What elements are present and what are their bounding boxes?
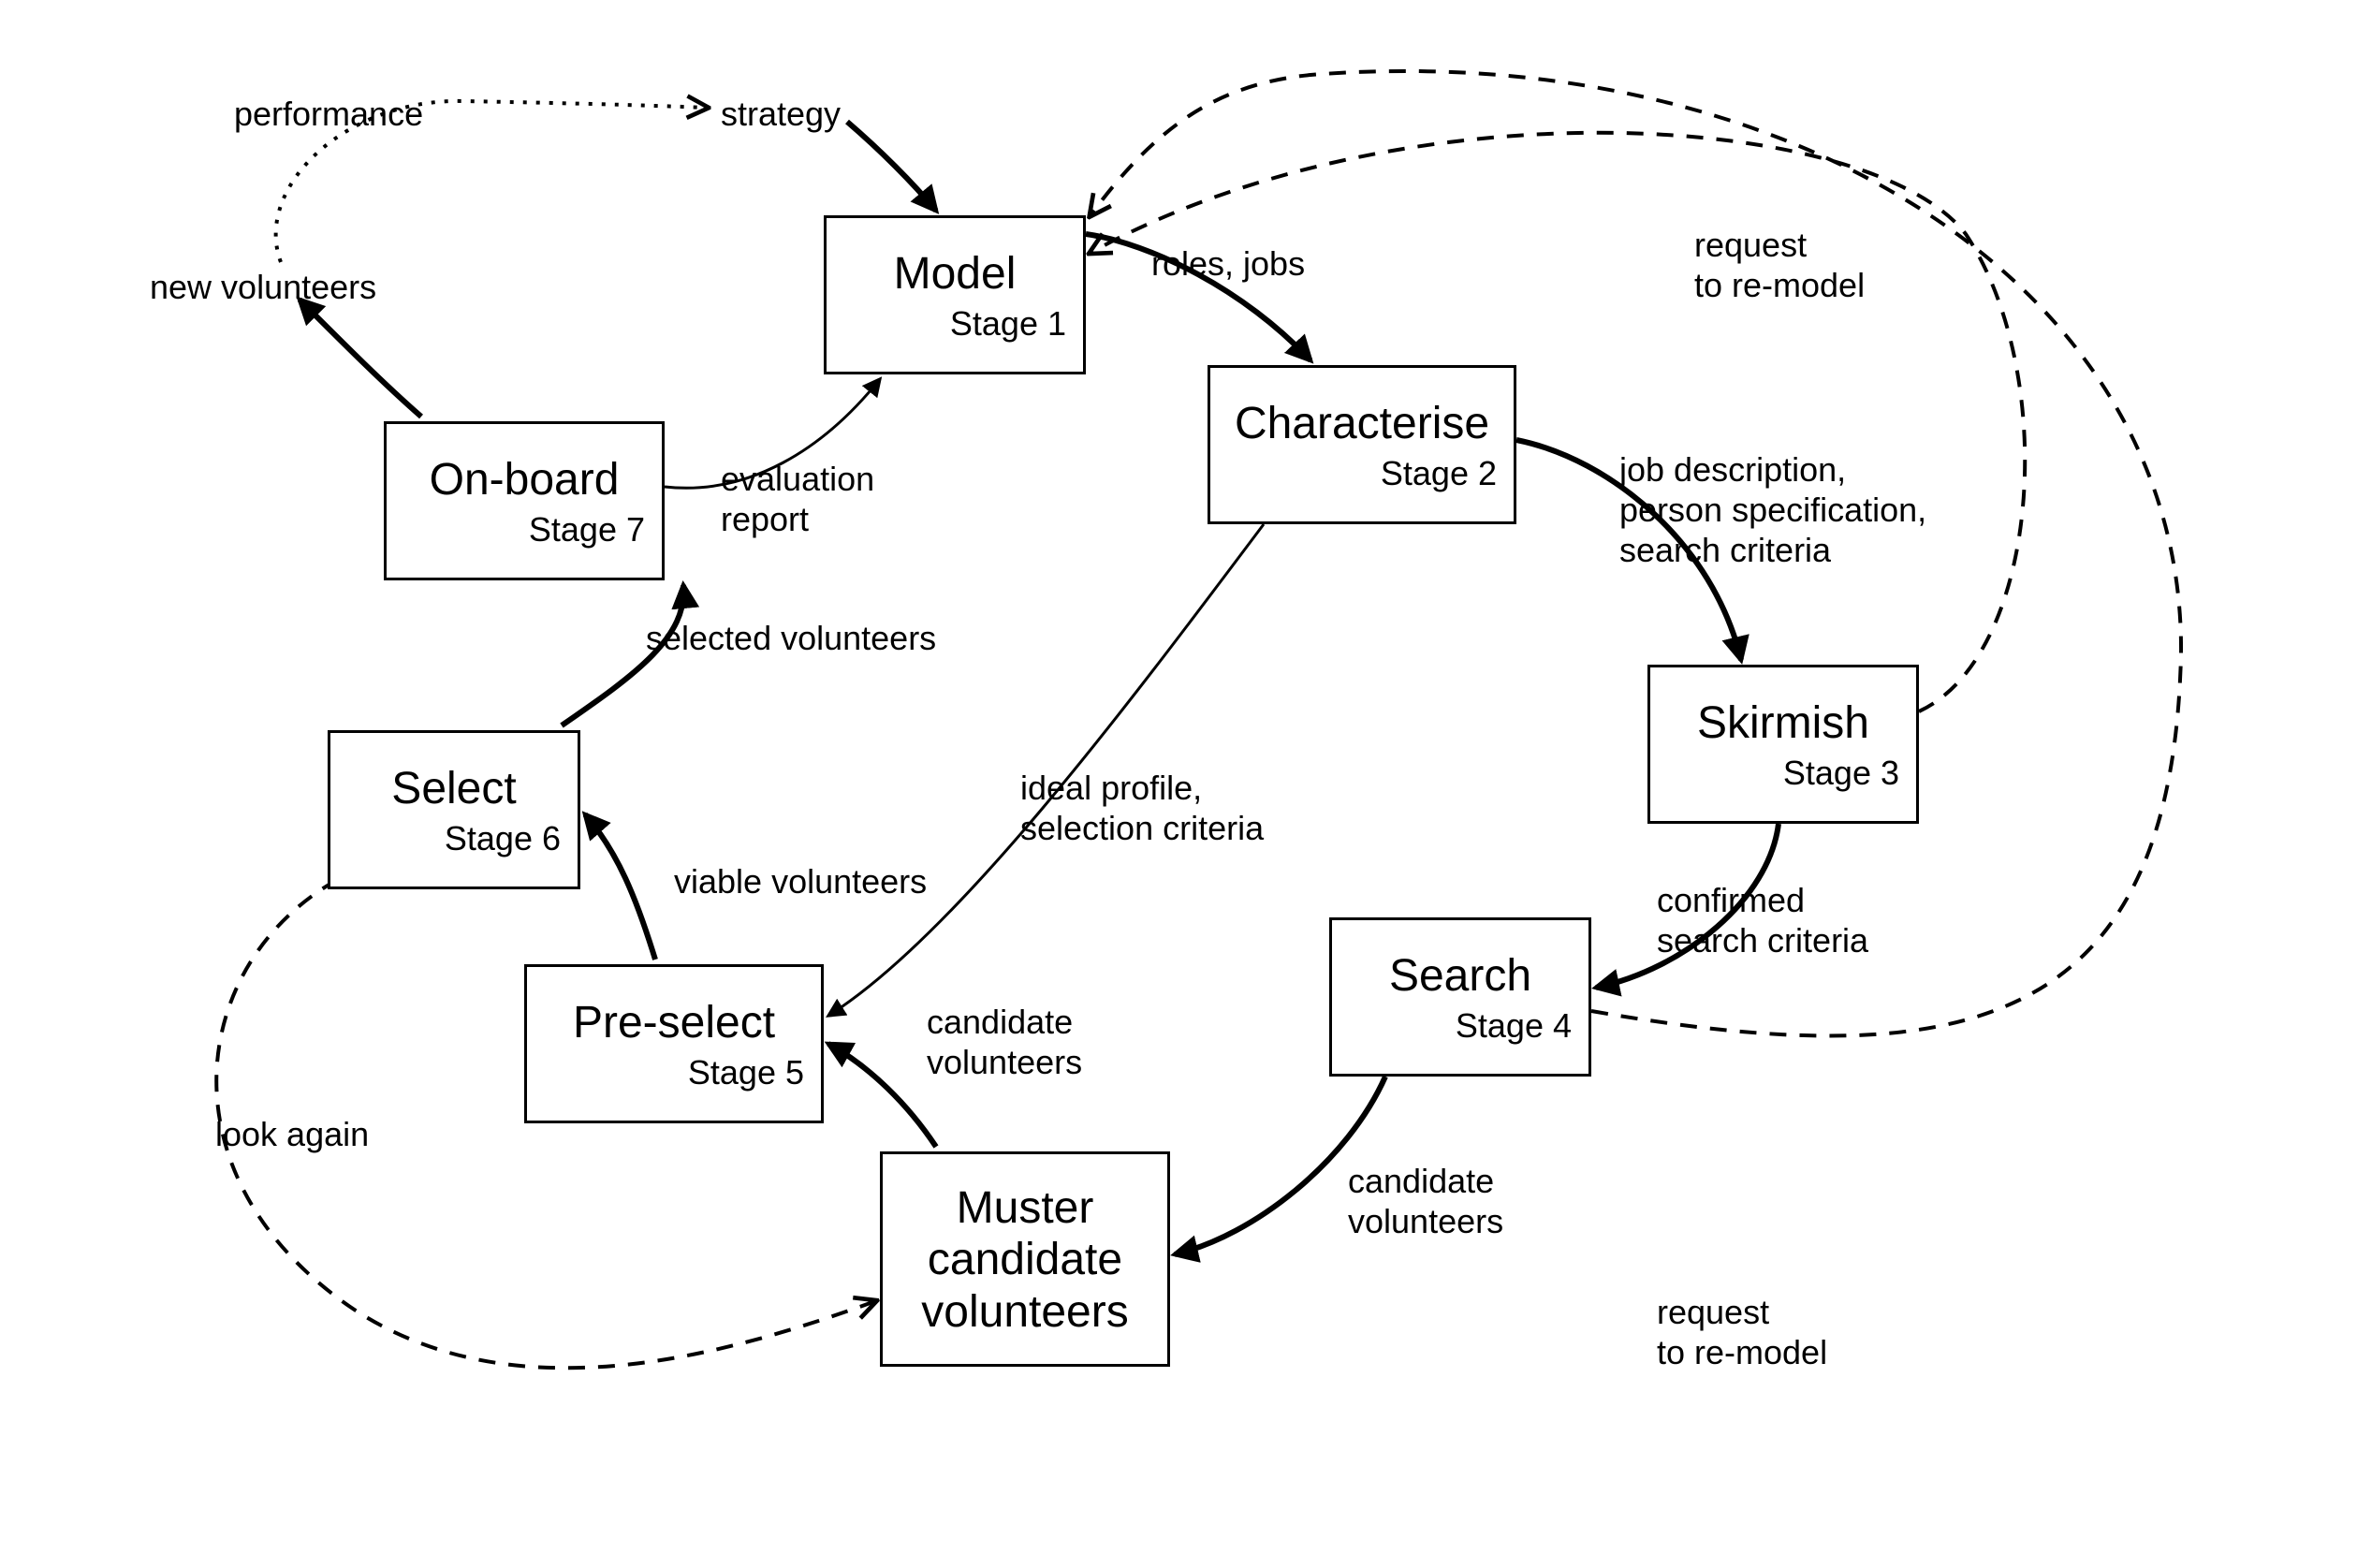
label-confirmed_criteria: confirmed search criteria (1657, 880, 1868, 960)
node-title-characterise: Characterise (1235, 398, 1489, 449)
node-title-search: Search (1389, 950, 1531, 1002)
label-ideal_profile: ideal profile, selection criteria (1020, 768, 1264, 848)
node-stage-onboard: Stage 7 (529, 510, 645, 550)
node-title-preselect: Pre-select (573, 997, 775, 1048)
label-candidate_vols_r: candidate volunteers (1348, 1161, 1503, 1241)
node-stage-model: Stage 1 (950, 304, 1066, 344)
label-request_remodel_top: request to re-model (1694, 225, 1865, 305)
node-model: ModelStage 1 (824, 215, 1086, 374)
edge-strategy_to_model (847, 122, 936, 211)
node-stage-select: Stage 6 (445, 819, 561, 858)
node-title-onboard: On-board (430, 454, 620, 506)
diagram-canvas: ModelStage 1CharacteriseStage 2SkirmishS… (0, 0, 2357, 1568)
edge-muster_to_preselect (828, 1044, 936, 1147)
label-evaluation_report: evaluation report (721, 459, 874, 539)
node-select: Select Stage 6 (328, 730, 580, 889)
label-viable_volunteers: viable volunteers (674, 861, 927, 901)
label-job_desc: job description, person specification, s… (1619, 449, 1926, 571)
node-search: SearchStage 4 (1329, 917, 1591, 1077)
label-performance: performance (234, 94, 423, 134)
label-new_volunteers: new volunteers (150, 267, 376, 307)
node-characterise: Characterise Stage 2 (1208, 365, 1516, 524)
node-title-skirmish: Skirmish (1697, 697, 1869, 749)
label-strategy: strategy (721, 94, 841, 134)
node-preselect: Pre-select Stage 5 (524, 964, 824, 1123)
label-selected_volunteers: selected volunteers (646, 618, 936, 658)
node-title-model: Model (894, 248, 1017, 300)
node-skirmish: Skirmish Stage 3 (1647, 665, 1919, 824)
node-onboard: On-boardStage 7 (384, 421, 665, 580)
node-stage-skirmish: Stage 3 (1783, 754, 1899, 793)
node-stage-characterise: Stage 2 (1381, 454, 1497, 493)
node-title-select: Select (391, 763, 516, 814)
label-look_again: look again (215, 1114, 369, 1154)
node-muster: Muster candidate volunteers (880, 1151, 1170, 1367)
edge-preselect_to_select (585, 814, 655, 960)
node-stage-preselect: Stage 5 (688, 1053, 804, 1092)
label-request_remodel_bot: request to re-model (1657, 1292, 1827, 1372)
label-roles_jobs: roles, jobs (1151, 243, 1305, 284)
label-candidate_vols_l: candidate volunteers (927, 1002, 1082, 1082)
node-title-muster: Muster candidate volunteers (921, 1182, 1128, 1338)
node-stage-search: Stage 4 (1456, 1006, 1572, 1046)
edge-onboard_to_newvolunteers (300, 300, 421, 417)
